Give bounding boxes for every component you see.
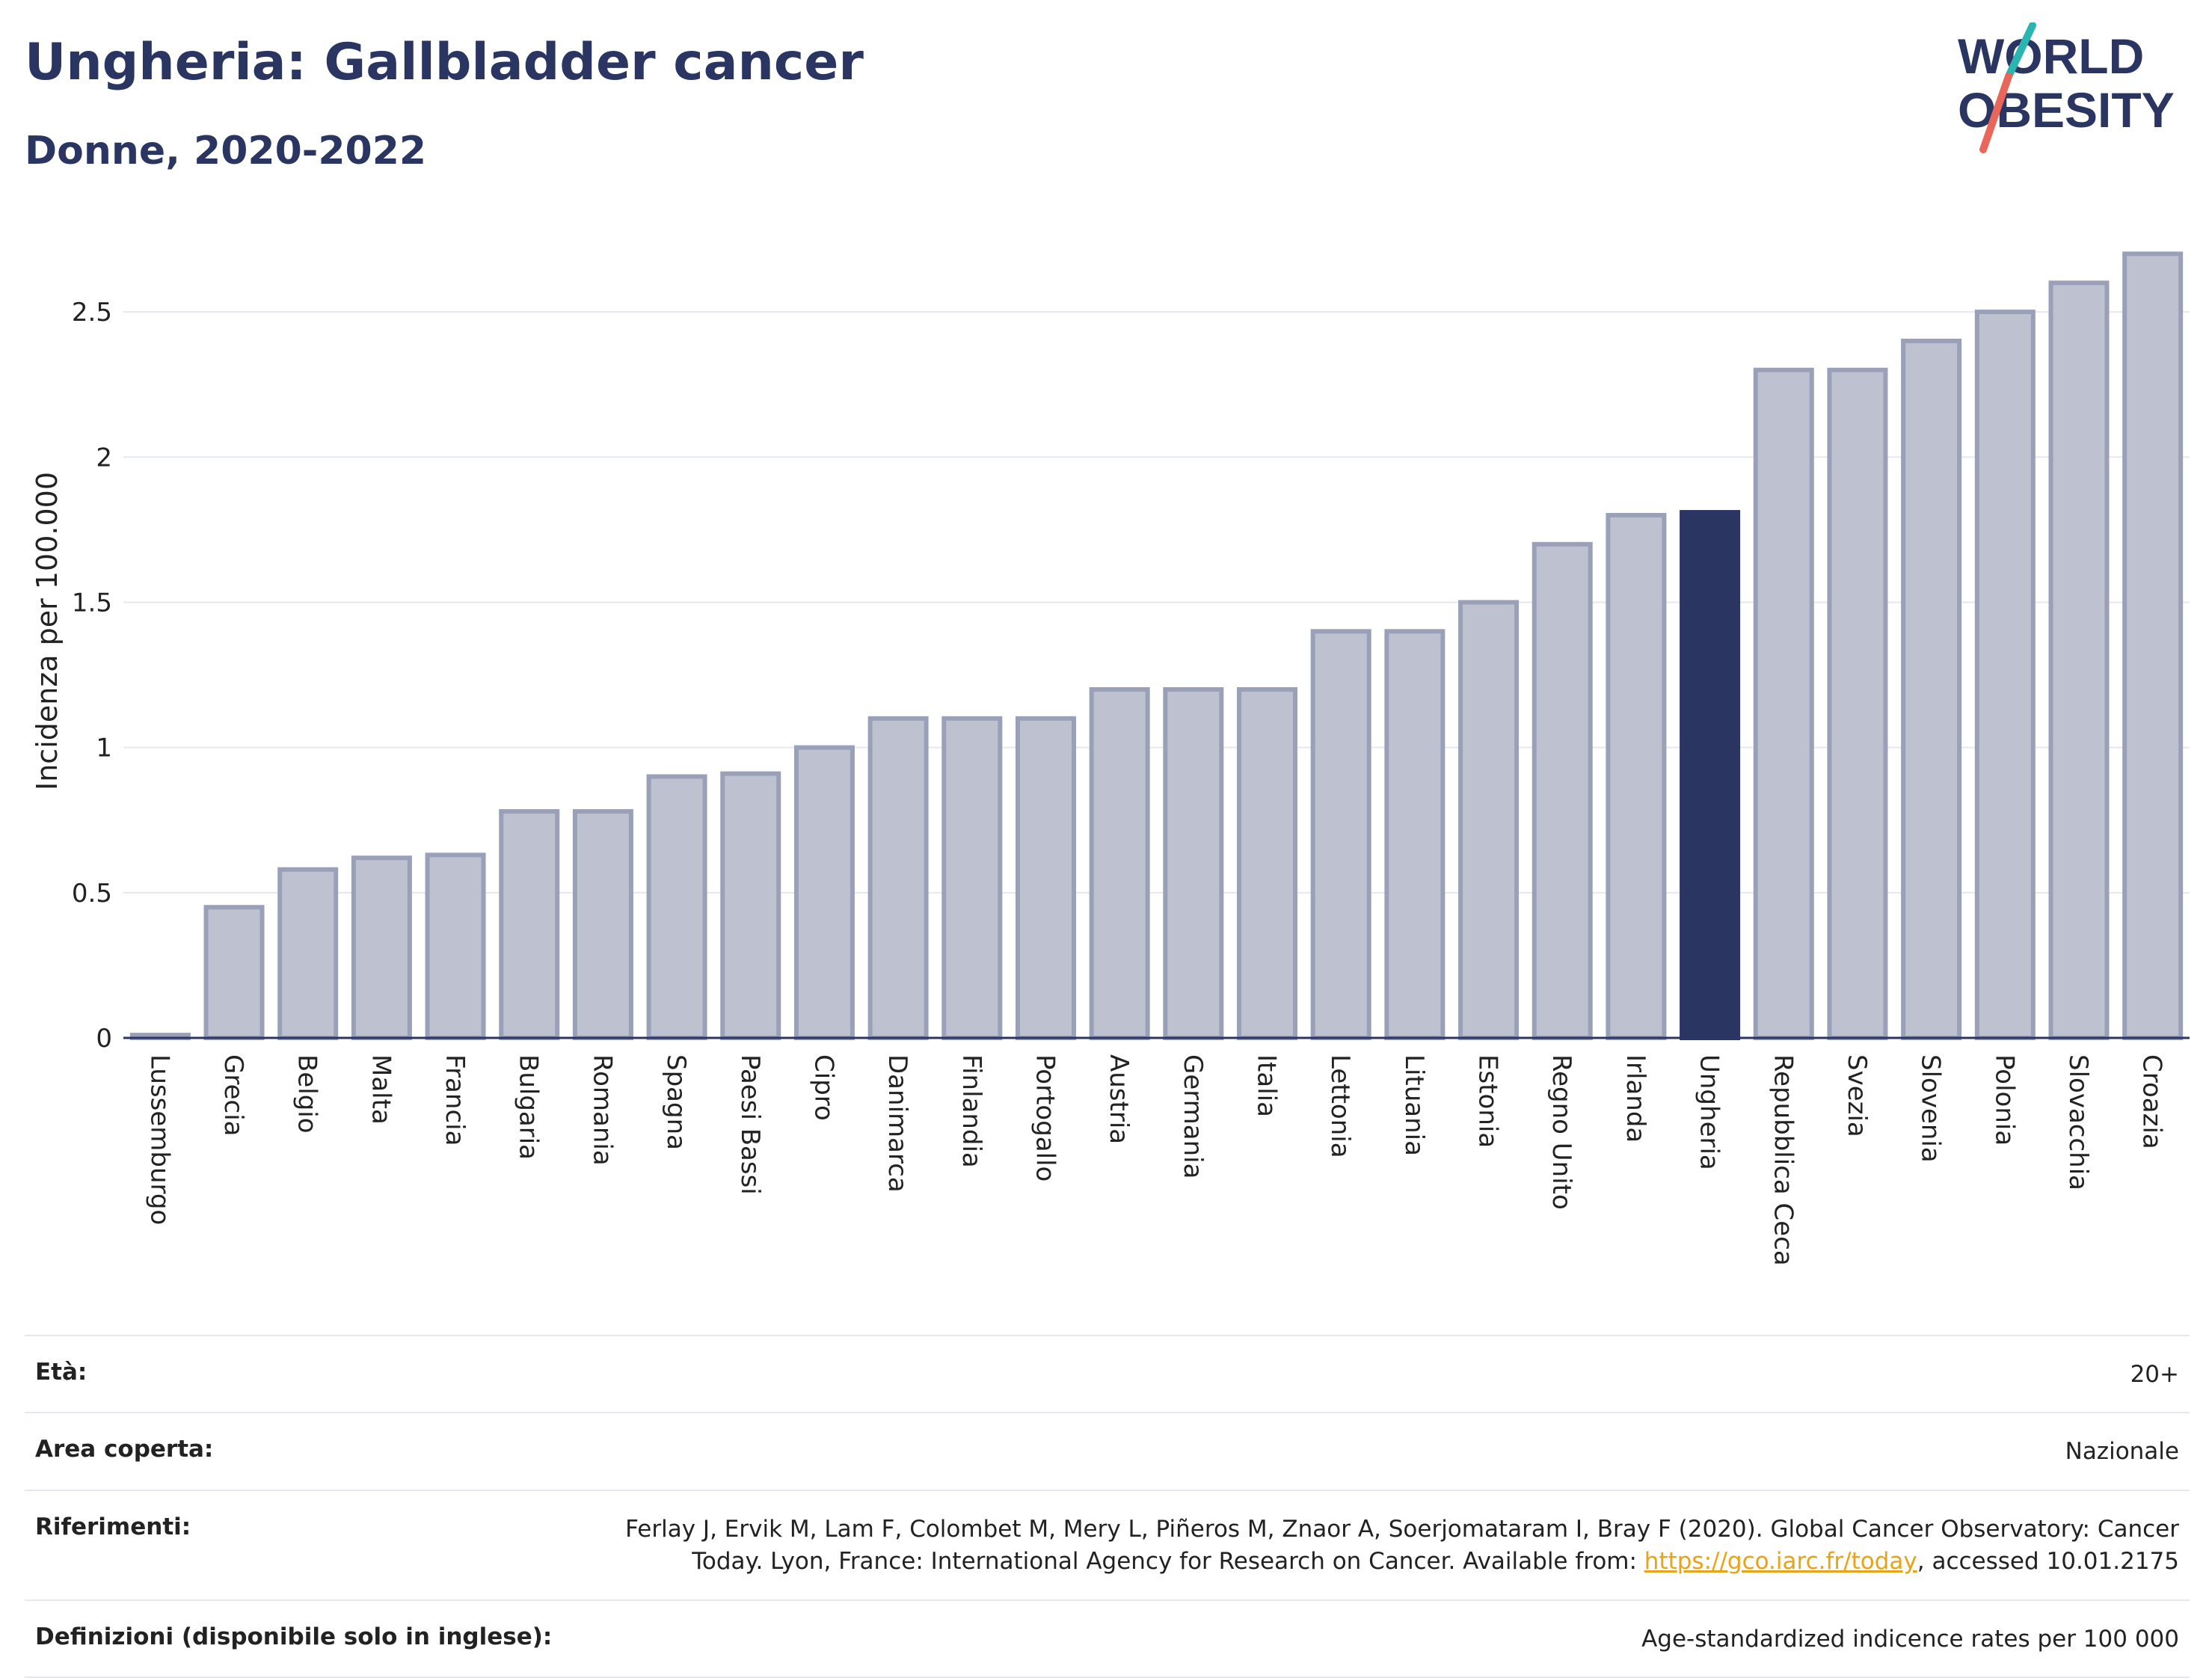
bar-regno-unito [1531, 541, 1593, 1040]
x-tick-label: Belgio [292, 1054, 322, 1134]
bar-finlandia [941, 716, 1003, 1040]
bar-italia [1237, 686, 1298, 1040]
bar-slovenia [1901, 338, 1962, 1041]
bars [129, 251, 2184, 1041]
area-value: Nazionale [2065, 1438, 2179, 1466]
x-tick-label: Croazia [2137, 1054, 2167, 1149]
bar-germania [1163, 686, 1224, 1040]
bar-francia [425, 852, 486, 1041]
bar-lettonia [1310, 629, 1371, 1040]
definitions-value: Age-standardized indicence rates per 100… [1641, 1625, 2179, 1653]
references-text-1: Ferlay J, Ervik M, Lam F, Colombet M, Me… [625, 1515, 2179, 1543]
x-tick-label: Polonia [1989, 1054, 2019, 1146]
bar-belgio [277, 867, 339, 1041]
bar-romania [572, 809, 633, 1041]
references-link[interactable]: https://gco.iarc.fr/today [1644, 1548, 1917, 1576]
x-tick-label: Ungheria [1695, 1054, 1724, 1170]
meta-row-references: Riferimenti: Ferlay J, Ervik M, Lam F, C… [25, 1489, 2190, 1599]
x-tick-label: Lussemburgo [144, 1054, 174, 1225]
x-tick-label: Regno Unito [1546, 1054, 1576, 1210]
age-value: 20+ [2130, 1361, 2179, 1388]
bar-cipro [793, 745, 855, 1040]
bar-paesi-bassi [720, 771, 781, 1041]
references-text-2: Today. Lyon, France: International Agenc… [692, 1548, 1644, 1576]
area-label: Area coperta: [35, 1436, 214, 1463]
bar-grecia [203, 905, 265, 1040]
chart-subtitle: Donne, 2020-2022 [25, 129, 427, 173]
bar-chart: 0 0.5 1 1.5 2 2.5 Lussemburgo Grecia Belgio Malta… [31, 251, 2190, 1266]
bar-irlanda [1606, 512, 1667, 1040]
bar-lituania [1384, 629, 1446, 1040]
y-tick-label: 0 [96, 1024, 112, 1054]
x-tick-label: Lituania [1399, 1054, 1429, 1156]
y-axis-title: Incidenza per 100.000 [31, 472, 64, 790]
bar-estonia [1458, 600, 1520, 1040]
x-tick-label: Germania [1178, 1054, 1208, 1178]
meta-row-definitions: Definizioni (disponibile solo in inglese… [25, 1599, 2190, 1678]
bar-bulgaria [499, 809, 560, 1041]
x-tick-label: Slovenia [1916, 1054, 1946, 1163]
tick-labels: 0 0.5 1 1.5 2 2.5 Lussemburgo Grecia Belgio Malta… [72, 298, 2167, 1266]
x-tick-label: Romania [587, 1054, 617, 1166]
bar-spagna [646, 774, 707, 1041]
x-tick-label: Slovacchia [2063, 1054, 2093, 1190]
x-tick-label: Paesi Bassi [735, 1054, 765, 1195]
x-tick-label: Francia [440, 1054, 470, 1146]
x-tick-label: Malta [366, 1054, 396, 1125]
bar-slovacchia [2048, 280, 2110, 1041]
references-value: Ferlay J, Ervik M, Lam F, Colombet M, Me… [625, 1513, 2179, 1579]
references-label: Riferimenti: [35, 1513, 191, 1540]
x-tick-label: Spagna [661, 1054, 691, 1150]
bar-portogallo [1015, 716, 1076, 1040]
x-tick-label: Lettonia [1325, 1054, 1355, 1158]
metadata-table: Età: 20+ Area coperta: Nazionale Riferim… [25, 1335, 2190, 1678]
y-tick-label: 0.5 [72, 879, 112, 909]
y-tick-label: 2 [96, 443, 112, 473]
meta-row-area: Area coperta: Nazionale [25, 1412, 2190, 1489]
x-tick-label: Italia [1252, 1054, 1282, 1117]
bar-danimarca [867, 716, 929, 1040]
bar-repubblica-ceca [1753, 367, 1814, 1041]
logo-slash-top [2005, 22, 2036, 80]
definitions-label: Definizioni (disponibile solo in inglese… [35, 1623, 553, 1650]
x-tick-label: Portogallo [1030, 1054, 1060, 1181]
x-tick-label: Bulgaria [514, 1054, 544, 1160]
x-tick-label: Grecia [218, 1054, 248, 1136]
x-tick-label: Svezia [1842, 1054, 1872, 1137]
x-tick-label: Cipro [808, 1054, 838, 1121]
x-tick-label: Danimarca [882, 1054, 912, 1193]
bar-malta [351, 855, 412, 1041]
bar-croazia [2122, 251, 2184, 1040]
world-obesity-logo: WORLD OBESITY [1958, 22, 2175, 153]
logo-slash-bottom [1979, 73, 2012, 153]
x-tick-label: Irlanda [1620, 1054, 1650, 1143]
x-tick-label: Estonia [1473, 1054, 1503, 1148]
bar-austria [1089, 686, 1150, 1040]
bar-svezia [1827, 367, 1888, 1041]
bar-polonia [1974, 310, 2036, 1041]
logo-line1: WORLD [1958, 28, 2144, 84]
meta-row-age: Età: 20+ [25, 1335, 2190, 1412]
x-tick-label: Finlandia [956, 1054, 986, 1168]
x-tick-label: Repubblica Ceca [1768, 1054, 1798, 1266]
age-label: Età: [35, 1359, 87, 1386]
y-tick-label: 2.5 [72, 298, 112, 328]
references-text-3: , accessed 10.01.2175 [1917, 1548, 2179, 1576]
x-tick-label: Austria [1104, 1054, 1134, 1144]
y-tick-label: 1.5 [72, 588, 112, 618]
y-tick-label: 1 [96, 734, 112, 763]
chart-title: Ungheria: Gallbladder cancer [25, 33, 864, 92]
bar-ungheria [1680, 510, 1741, 1040]
